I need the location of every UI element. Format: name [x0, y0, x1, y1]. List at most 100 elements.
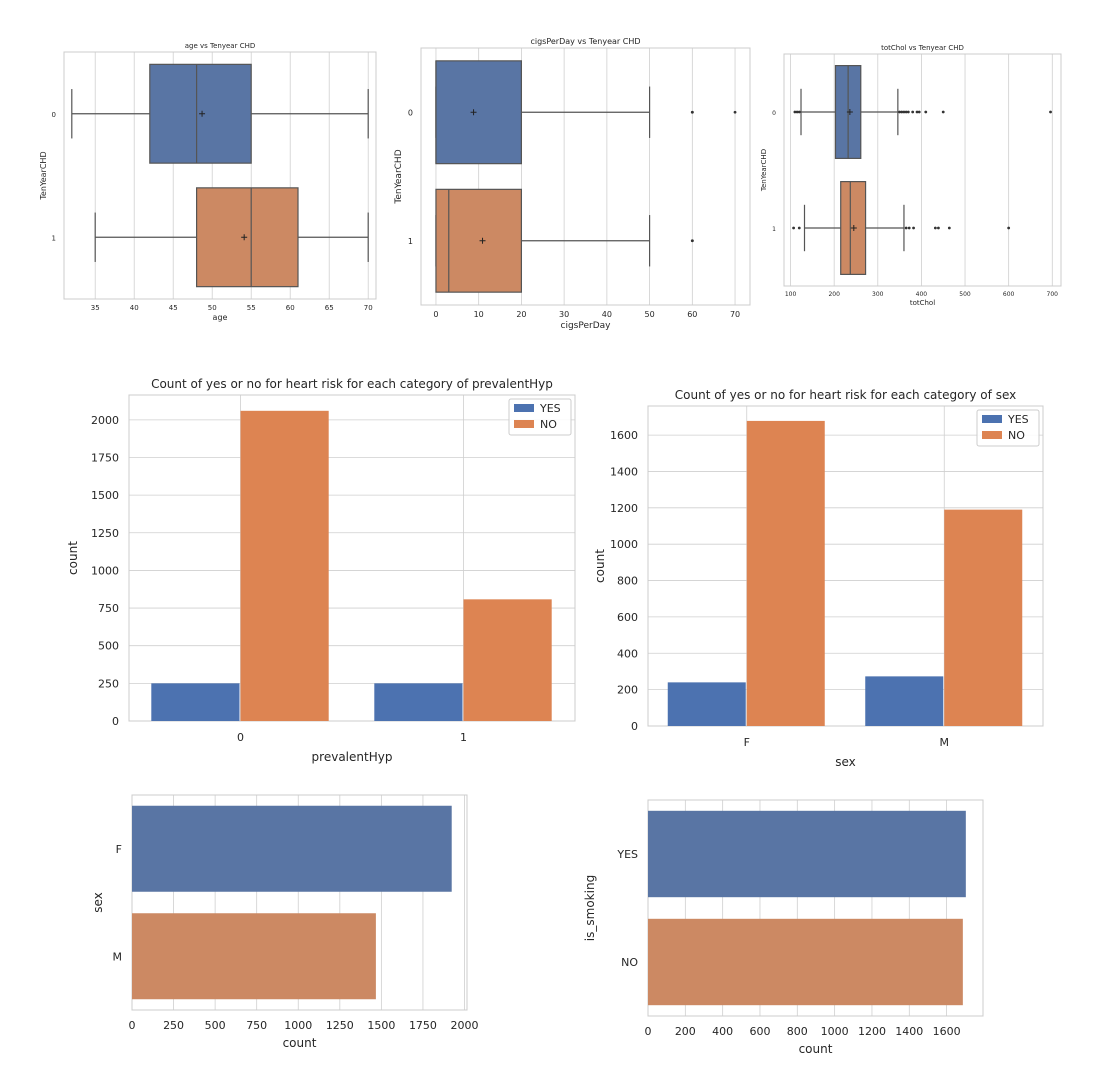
outlier-point	[904, 226, 908, 230]
x-tick-label: 60	[687, 310, 697, 319]
y-tick-label: 1	[772, 226, 776, 233]
x-tick-label: 500	[959, 291, 971, 298]
y-tick-label: 1750	[91, 451, 119, 464]
x-tick-label: 35	[91, 304, 100, 312]
x-tick-label: 45	[169, 304, 178, 312]
x-axis-label: sex	[835, 755, 856, 769]
y-tick-label: 400	[617, 647, 638, 660]
x-tick-label: 2000	[451, 1019, 479, 1032]
outlier-point	[795, 110, 799, 114]
plot-frame	[63, 51, 377, 300]
x-tick-label: 200	[675, 1025, 696, 1038]
y-axis-label: sex	[91, 892, 105, 913]
y-tick-label: 1000	[610, 538, 638, 551]
outlier-point	[915, 110, 919, 114]
y-tick-label: 1600	[610, 429, 638, 442]
y-tick-label: 0	[408, 108, 413, 117]
x-tick-label: 100	[785, 291, 797, 298]
x-tick-label: 30	[559, 310, 569, 319]
y-tick-label: 250	[98, 677, 119, 690]
y-tick-label: M	[113, 950, 123, 963]
outlier-point	[898, 110, 901, 114]
y-tick-label: 1000	[91, 564, 119, 577]
chart-bar-prevhyp: 0 250 500 750 1000 1250 1500 1750 2000 0 1 YES NO Cou…	[66, 377, 576, 764]
chart-hbar-smoking: 0 200 400 600 800 1000 1200 1400 1600 YES NO count i…	[583, 799, 984, 1056]
outlier-point	[941, 110, 945, 114]
x-tick-label: 70	[364, 304, 373, 312]
outlier-point	[733, 110, 737, 114]
x-tick-label: 1500	[367, 1019, 395, 1032]
y-tick-label: 750	[98, 602, 119, 615]
bar-no-F	[746, 420, 825, 726]
x-tick-label: 600	[749, 1025, 770, 1038]
outlier-point	[690, 239, 694, 243]
x-tick-label: 0	[129, 1019, 136, 1032]
outlier-point	[902, 110, 906, 114]
x-tick-label: 300	[872, 291, 884, 298]
x-tick-label: 700	[1047, 291, 1059, 298]
x-tick-label: 1600	[933, 1025, 961, 1038]
bar-no-M	[944, 509, 1023, 726]
x-tick-label: 750	[246, 1019, 267, 1032]
box-0	[435, 60, 523, 165]
x-axis-label: totChol	[910, 299, 935, 307]
chart-box-chol: 100 200 300 400 500 600 700 0 1 totChol vs Tenyea…	[760, 44, 1062, 307]
bar-yes-1	[374, 683, 463, 721]
chart-title: Count of yes or no for heart risk for ea…	[675, 388, 1016, 402]
x-tick-label: 1200	[858, 1025, 886, 1038]
bar-f	[132, 805, 452, 892]
legend-swatch	[982, 415, 1002, 423]
box-1	[196, 187, 299, 288]
x-axis-label: prevalentHyp	[312, 750, 393, 764]
x-tick-label: 1250	[326, 1019, 354, 1032]
x-tick-label: 250	[163, 1019, 184, 1032]
y-axis-label: is_smoking	[583, 875, 597, 941]
legend-label: YES	[1007, 413, 1029, 426]
bar-yes-F	[667, 682, 746, 726]
x-tick-label: 0	[433, 310, 438, 319]
x-tick-label: 40	[130, 304, 139, 312]
x-tick-label: 20	[516, 310, 526, 319]
outlier-point	[912, 226, 915, 230]
x-tick-label: 10	[474, 310, 484, 319]
outlier-point	[1049, 110, 1052, 114]
y-axis-label: TenYearCHD	[39, 151, 48, 200]
x-tick-label: 65	[325, 304, 334, 312]
outlier-point	[904, 110, 908, 114]
x-tick-label: 1000	[284, 1019, 312, 1032]
outlier-point	[937, 226, 940, 230]
outlier-point	[797, 110, 801, 114]
x-axis-label: count	[799, 1042, 833, 1056]
plot-frame	[131, 794, 468, 1011]
y-axis-label: TenYearCHD	[394, 149, 404, 204]
y-tick-label: 1400	[610, 465, 638, 478]
plot-frame	[647, 405, 1044, 727]
legend-label: YES	[539, 402, 561, 415]
x-tick-label: 200	[828, 291, 840, 298]
bar-yes	[648, 810, 966, 898]
y-tick-label: NO	[621, 956, 638, 969]
chart-bar-sex: 0 200 400 600 800 1000 1200 1400 1600 F M YES NO Coun…	[593, 388, 1044, 769]
outlier-point	[1007, 226, 1011, 230]
y-tick-label: 0	[772, 110, 776, 117]
outlier-point	[911, 110, 915, 114]
x-tick-label: 600	[1003, 291, 1015, 298]
y-axis-label: TenYearCHD	[760, 149, 768, 192]
y-tick-label: 600	[617, 611, 638, 624]
y-tick-label: 800	[617, 575, 638, 588]
legend-label: NO	[1008, 429, 1025, 442]
x-tick-label: 0	[237, 731, 244, 744]
plot-frame	[783, 53, 1062, 287]
x-tick-label: 1000	[821, 1025, 849, 1038]
chart-box-cigs: 0 10 20 30 40 50 60 70 0 1 cigsPerDay vs Tenyear C…	[394, 37, 751, 331]
y-tick-label: 1500	[91, 489, 119, 502]
y-tick-label: 200	[617, 684, 638, 697]
y-tick-label: F	[116, 843, 122, 856]
outlier-point	[933, 226, 937, 230]
x-axis-label: count	[283, 1036, 317, 1050]
bar-yes-M	[865, 676, 944, 726]
chart-title: cigsPerDay vs Tenyear CHD	[530, 37, 640, 46]
bar-no-1	[463, 599, 552, 721]
